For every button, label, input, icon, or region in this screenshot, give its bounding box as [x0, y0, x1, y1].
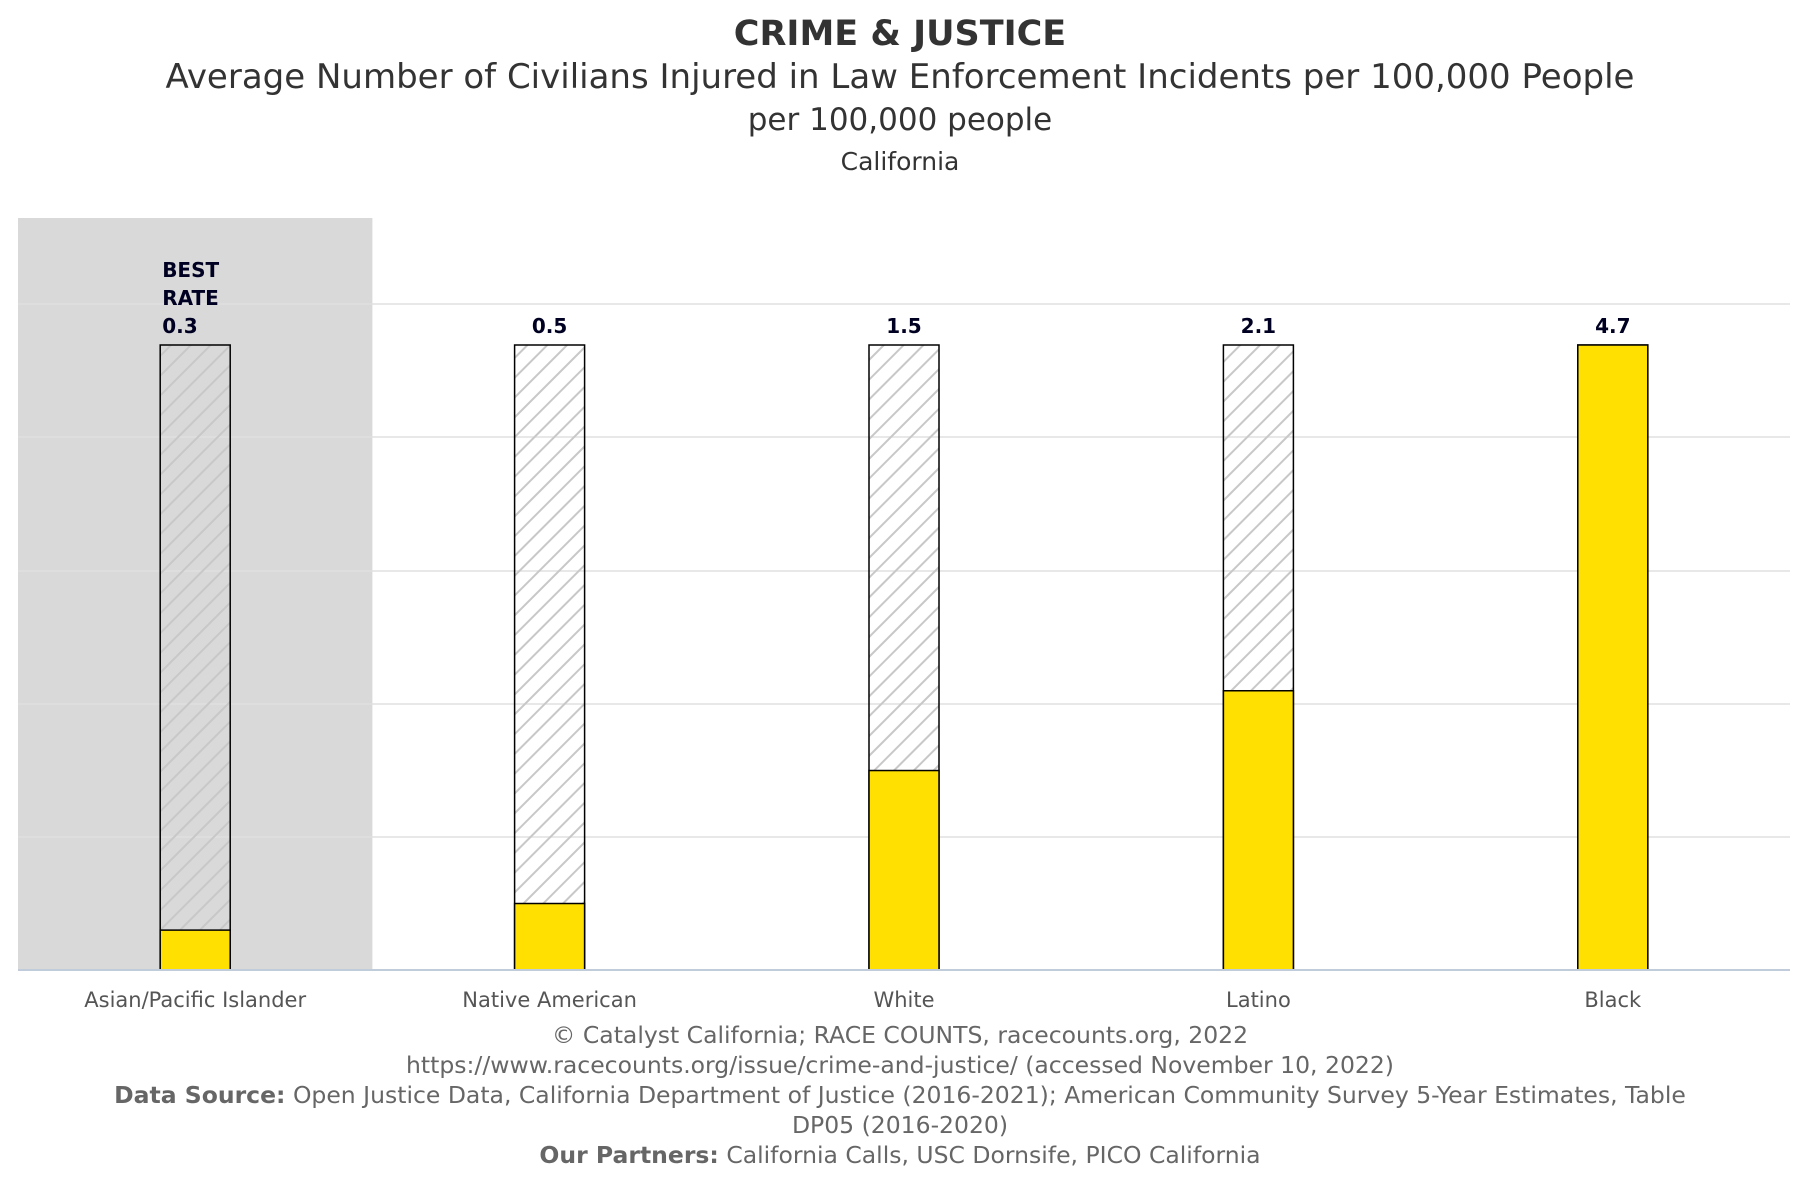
- data-source-text: Open Justice Data, California Department…: [292, 1081, 1686, 1139]
- partners-label: Our Partners:: [539, 1141, 719, 1169]
- bar-2[interactable]: [513, 902, 586, 971]
- copyright-text: © Catalyst California; RACE COUNTS, race…: [551, 1021, 1249, 1049]
- bar-chart: BEST RATE 0.3 Asian/Pacific Islander 0.5 Nati…: [18, 218, 1790, 1012]
- data-label-4: 2.1: [1241, 314, 1276, 338]
- source-url-link[interactable]: https://www.racecounts.org/issue/crime-a…: [406, 1051, 1394, 1079]
- x-tick-label-5: Black: [1584, 988, 1642, 1012]
- data-source-note: Data Source: Open Justice Data, Californ…: [100, 1080, 1700, 1140]
- x-tick-label-4: Latino: [1226, 988, 1291, 1012]
- bar-3[interactable]: [868, 769, 940, 971]
- bar-background-1: [159, 344, 231, 971]
- bar-background-2: [513, 344, 586, 971]
- data-label-1: 0.3: [162, 314, 197, 338]
- partners-text: California Calls, USC Dornsife, PICO Cal…: [726, 1141, 1261, 1169]
- chart-title: CRIME & JUSTICE: [733, 14, 1067, 54]
- data-label-2: 0.5: [532, 314, 567, 338]
- chart-footer: © Catalyst California; RACE COUNTS, race…: [0, 1020, 1800, 1170]
- x-tick-label-3: White: [873, 988, 934, 1012]
- x-tick-label-1: Asian/Pacific Islander: [84, 988, 306, 1012]
- bar-4[interactable]: [1222, 689, 1295, 971]
- bar-5[interactable]: [1577, 344, 1649, 971]
- chart-subtitle: Average Number of Civilians Injured in L…: [165, 57, 1635, 97]
- geography-label: California: [840, 147, 960, 176]
- best-rate-label-line2: RATE: [162, 286, 219, 310]
- data-label-5: 4.7: [1595, 314, 1630, 338]
- data-source-label: Data Source:: [114, 1081, 286, 1109]
- partners-note: Our Partners: California Calls, USC Dorn…: [0, 1140, 1800, 1170]
- best-rate-label-line1: BEST: [162, 258, 219, 282]
- bar-1[interactable]: [159, 929, 231, 971]
- data-label-3: 1.5: [886, 314, 921, 338]
- unit-line: per 100,000 people: [747, 102, 1053, 138]
- x-tick-label-2: Native American: [462, 988, 637, 1012]
